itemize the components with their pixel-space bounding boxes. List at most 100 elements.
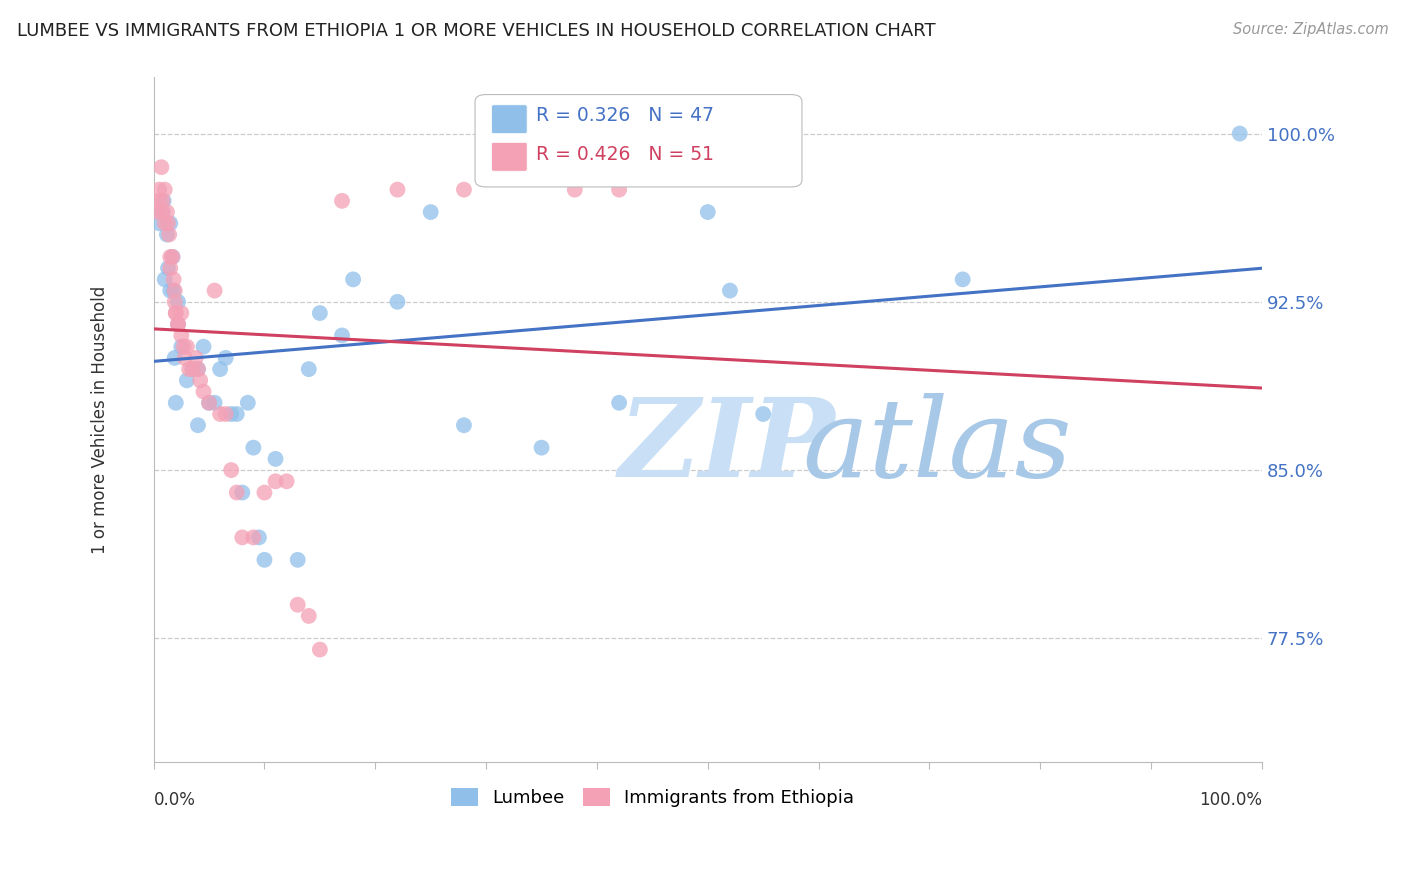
- Point: [204, 396, 226, 410]
- Point: [952, 272, 974, 286]
- Point: [247, 530, 270, 544]
- Point: [163, 294, 186, 309]
- Point: [157, 261, 180, 276]
- Point: [287, 598, 309, 612]
- Text: Source: ZipAtlas.com: Source: ZipAtlas.com: [1233, 22, 1389, 37]
- Point: [198, 396, 221, 410]
- Point: [173, 351, 195, 365]
- Point: [152, 205, 174, 219]
- Point: [173, 340, 195, 354]
- Point: [752, 407, 775, 421]
- Point: [152, 205, 174, 219]
- Point: [162, 272, 184, 286]
- Point: [177, 362, 200, 376]
- Point: [225, 485, 247, 500]
- Point: [231, 485, 253, 500]
- Point: [607, 396, 630, 410]
- Text: atlas: atlas: [801, 393, 1071, 500]
- Point: [387, 183, 409, 197]
- Point: [242, 530, 264, 544]
- Point: [181, 362, 204, 376]
- Point: [298, 362, 321, 376]
- Point: [225, 407, 247, 421]
- Point: [153, 216, 176, 230]
- Point: [193, 384, 215, 399]
- Point: [198, 396, 221, 410]
- Point: [187, 362, 209, 376]
- Point: [209, 362, 232, 376]
- Point: [170, 306, 193, 320]
- Point: [219, 463, 242, 477]
- Point: [165, 396, 187, 410]
- Text: R = 0.426   N = 51: R = 0.426 N = 51: [536, 145, 714, 163]
- Point: [242, 441, 264, 455]
- Point: [453, 418, 475, 433]
- Point: [159, 216, 181, 230]
- Point: [170, 340, 193, 354]
- Point: [159, 284, 181, 298]
- Text: R = 0.326   N = 47: R = 0.326 N = 47: [536, 105, 714, 125]
- Point: [453, 183, 475, 197]
- Point: [162, 250, 184, 264]
- Point: [167, 294, 190, 309]
- Point: [236, 396, 259, 410]
- Point: [187, 362, 209, 376]
- Point: [165, 306, 187, 320]
- Point: [165, 306, 187, 320]
- Point: [156, 227, 179, 242]
- Point: [188, 373, 211, 387]
- Point: [167, 318, 190, 332]
- Point: [167, 318, 190, 332]
- Point: [264, 475, 287, 489]
- Point: [146, 205, 169, 219]
- Point: [607, 183, 630, 197]
- Point: [215, 351, 238, 365]
- Text: 0.0%: 0.0%: [153, 791, 195, 809]
- Point: [564, 183, 586, 197]
- Text: 100.0%: 100.0%: [1199, 791, 1263, 809]
- Point: [148, 216, 170, 230]
- Point: [253, 553, 276, 567]
- Point: [170, 328, 193, 343]
- Point: [159, 261, 181, 276]
- Point: [162, 284, 184, 298]
- Point: [157, 227, 180, 242]
- Text: ZIP: ZIP: [619, 393, 835, 500]
- Point: [387, 294, 409, 309]
- FancyBboxPatch shape: [492, 105, 527, 134]
- Point: [181, 362, 204, 376]
- Text: LUMBEE VS IMMIGRANTS FROM ETHIOPIA 1 OR MORE VEHICLES IN HOUSEHOLD CORRELATION C: LUMBEE VS IMMIGRANTS FROM ETHIOPIA 1 OR …: [17, 22, 935, 40]
- Point: [152, 194, 174, 208]
- FancyBboxPatch shape: [475, 95, 801, 187]
- Point: [167, 318, 190, 332]
- Point: [159, 250, 181, 264]
- Point: [176, 373, 198, 387]
- Text: 1 or more Vehicles in Household: 1 or more Vehicles in Household: [91, 285, 110, 554]
- Point: [330, 194, 353, 208]
- Point: [342, 272, 364, 286]
- Point: [176, 340, 198, 354]
- Point: [204, 284, 226, 298]
- Point: [231, 530, 253, 544]
- Point: [530, 441, 553, 455]
- FancyBboxPatch shape: [492, 143, 527, 171]
- Point: [153, 183, 176, 197]
- Point: [156, 205, 179, 219]
- Point: [157, 216, 180, 230]
- Point: [148, 194, 170, 208]
- Point: [150, 160, 173, 174]
- Point: [309, 642, 332, 657]
- Point: [298, 609, 321, 624]
- Point: [163, 351, 186, 365]
- Point: [209, 407, 232, 421]
- Point: [162, 250, 184, 264]
- Point: [153, 272, 176, 286]
- Point: [718, 284, 741, 298]
- Point: [309, 306, 332, 320]
- Point: [253, 485, 276, 500]
- Point: [163, 284, 186, 298]
- Point: [330, 328, 353, 343]
- Legend: Lumbee, Immigrants from Ethiopia: Lumbee, Immigrants from Ethiopia: [443, 780, 862, 814]
- Point: [193, 340, 215, 354]
- Point: [184, 351, 207, 365]
